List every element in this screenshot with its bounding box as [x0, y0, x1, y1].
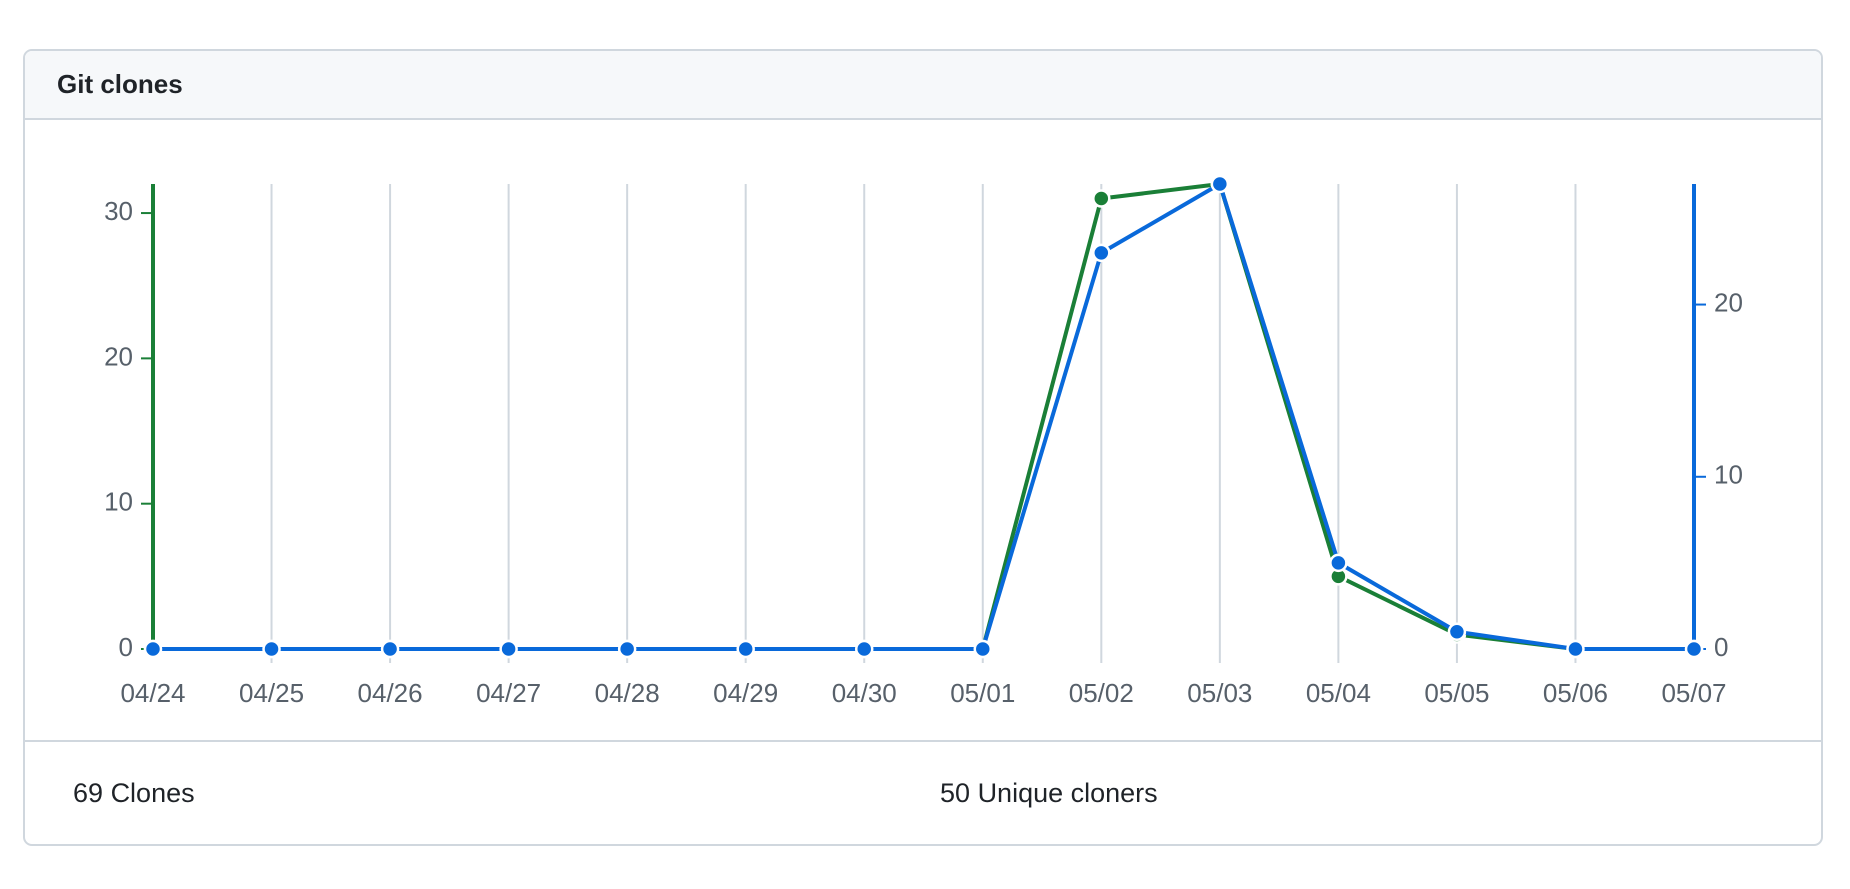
summary: 69 Clones 50 Unique cloners [73, 778, 1158, 808]
x-tick-label: 04/24 [120, 678, 185, 708]
data-point [1684, 639, 1704, 659]
y-tick-label: 20 [104, 341, 133, 371]
x-tick-label: 05/02 [1069, 678, 1134, 708]
y-tick-label: 0 [119, 632, 133, 662]
series-line [153, 182, 1694, 651]
data-point [262, 639, 281, 659]
summary-label: Clones [111, 778, 195, 808]
data-point [499, 639, 518, 659]
y-tick-label: 30 [104, 196, 133, 226]
data-point [1092, 189, 1111, 208]
card-border [23, 49, 1823, 846]
x-tick-label: 04/25 [239, 678, 304, 708]
data-point [854, 639, 874, 659]
x-tick-label: 04/29 [713, 678, 778, 708]
data-point [380, 639, 400, 659]
y2-tick-label: 10 [1714, 460, 1743, 490]
x-tick-label: 05/06 [1543, 678, 1608, 708]
card-title: Git clones [57, 69, 183, 99]
y2-tick-label: 0 [1714, 632, 1728, 662]
summary-item: 50 Unique cloners [940, 778, 1158, 808]
data-point [736, 639, 755, 659]
data-point [1566, 639, 1585, 659]
data-point [1210, 174, 1230, 194]
x-tick-label: 04/30 [832, 678, 897, 708]
x-tick-label: 05/04 [1306, 678, 1371, 708]
summary-label: Unique cloners [978, 778, 1158, 808]
x-tick-label: 05/01 [950, 678, 1015, 708]
x-tick-label: 05/03 [1187, 678, 1252, 708]
x-tick-label: 04/28 [595, 678, 660, 708]
y2-tick-label: 20 [1714, 287, 1743, 317]
data-point [1447, 622, 1467, 642]
data-point [617, 639, 637, 659]
summary-count: 69 [73, 778, 103, 808]
card-header [25, 51, 1821, 119]
summary-count: 50 [940, 778, 970, 808]
data-point [1092, 243, 1111, 263]
x-tick-label: 04/27 [476, 678, 541, 708]
x-tick-label: 04/26 [358, 678, 423, 708]
data-point [973, 639, 993, 659]
data-point [1329, 553, 1348, 573]
plot: 04/24 04/25 04/26 04/27 04/28 04/29 04/30 05/01… [104, 174, 1743, 708]
x-tick-label: 05/07 [1661, 678, 1726, 708]
summary-item: 69 Clones [73, 778, 195, 808]
y-tick-label: 10 [104, 487, 133, 517]
data-point [143, 639, 163, 659]
x-tick-label: 05/05 [1424, 678, 1489, 708]
